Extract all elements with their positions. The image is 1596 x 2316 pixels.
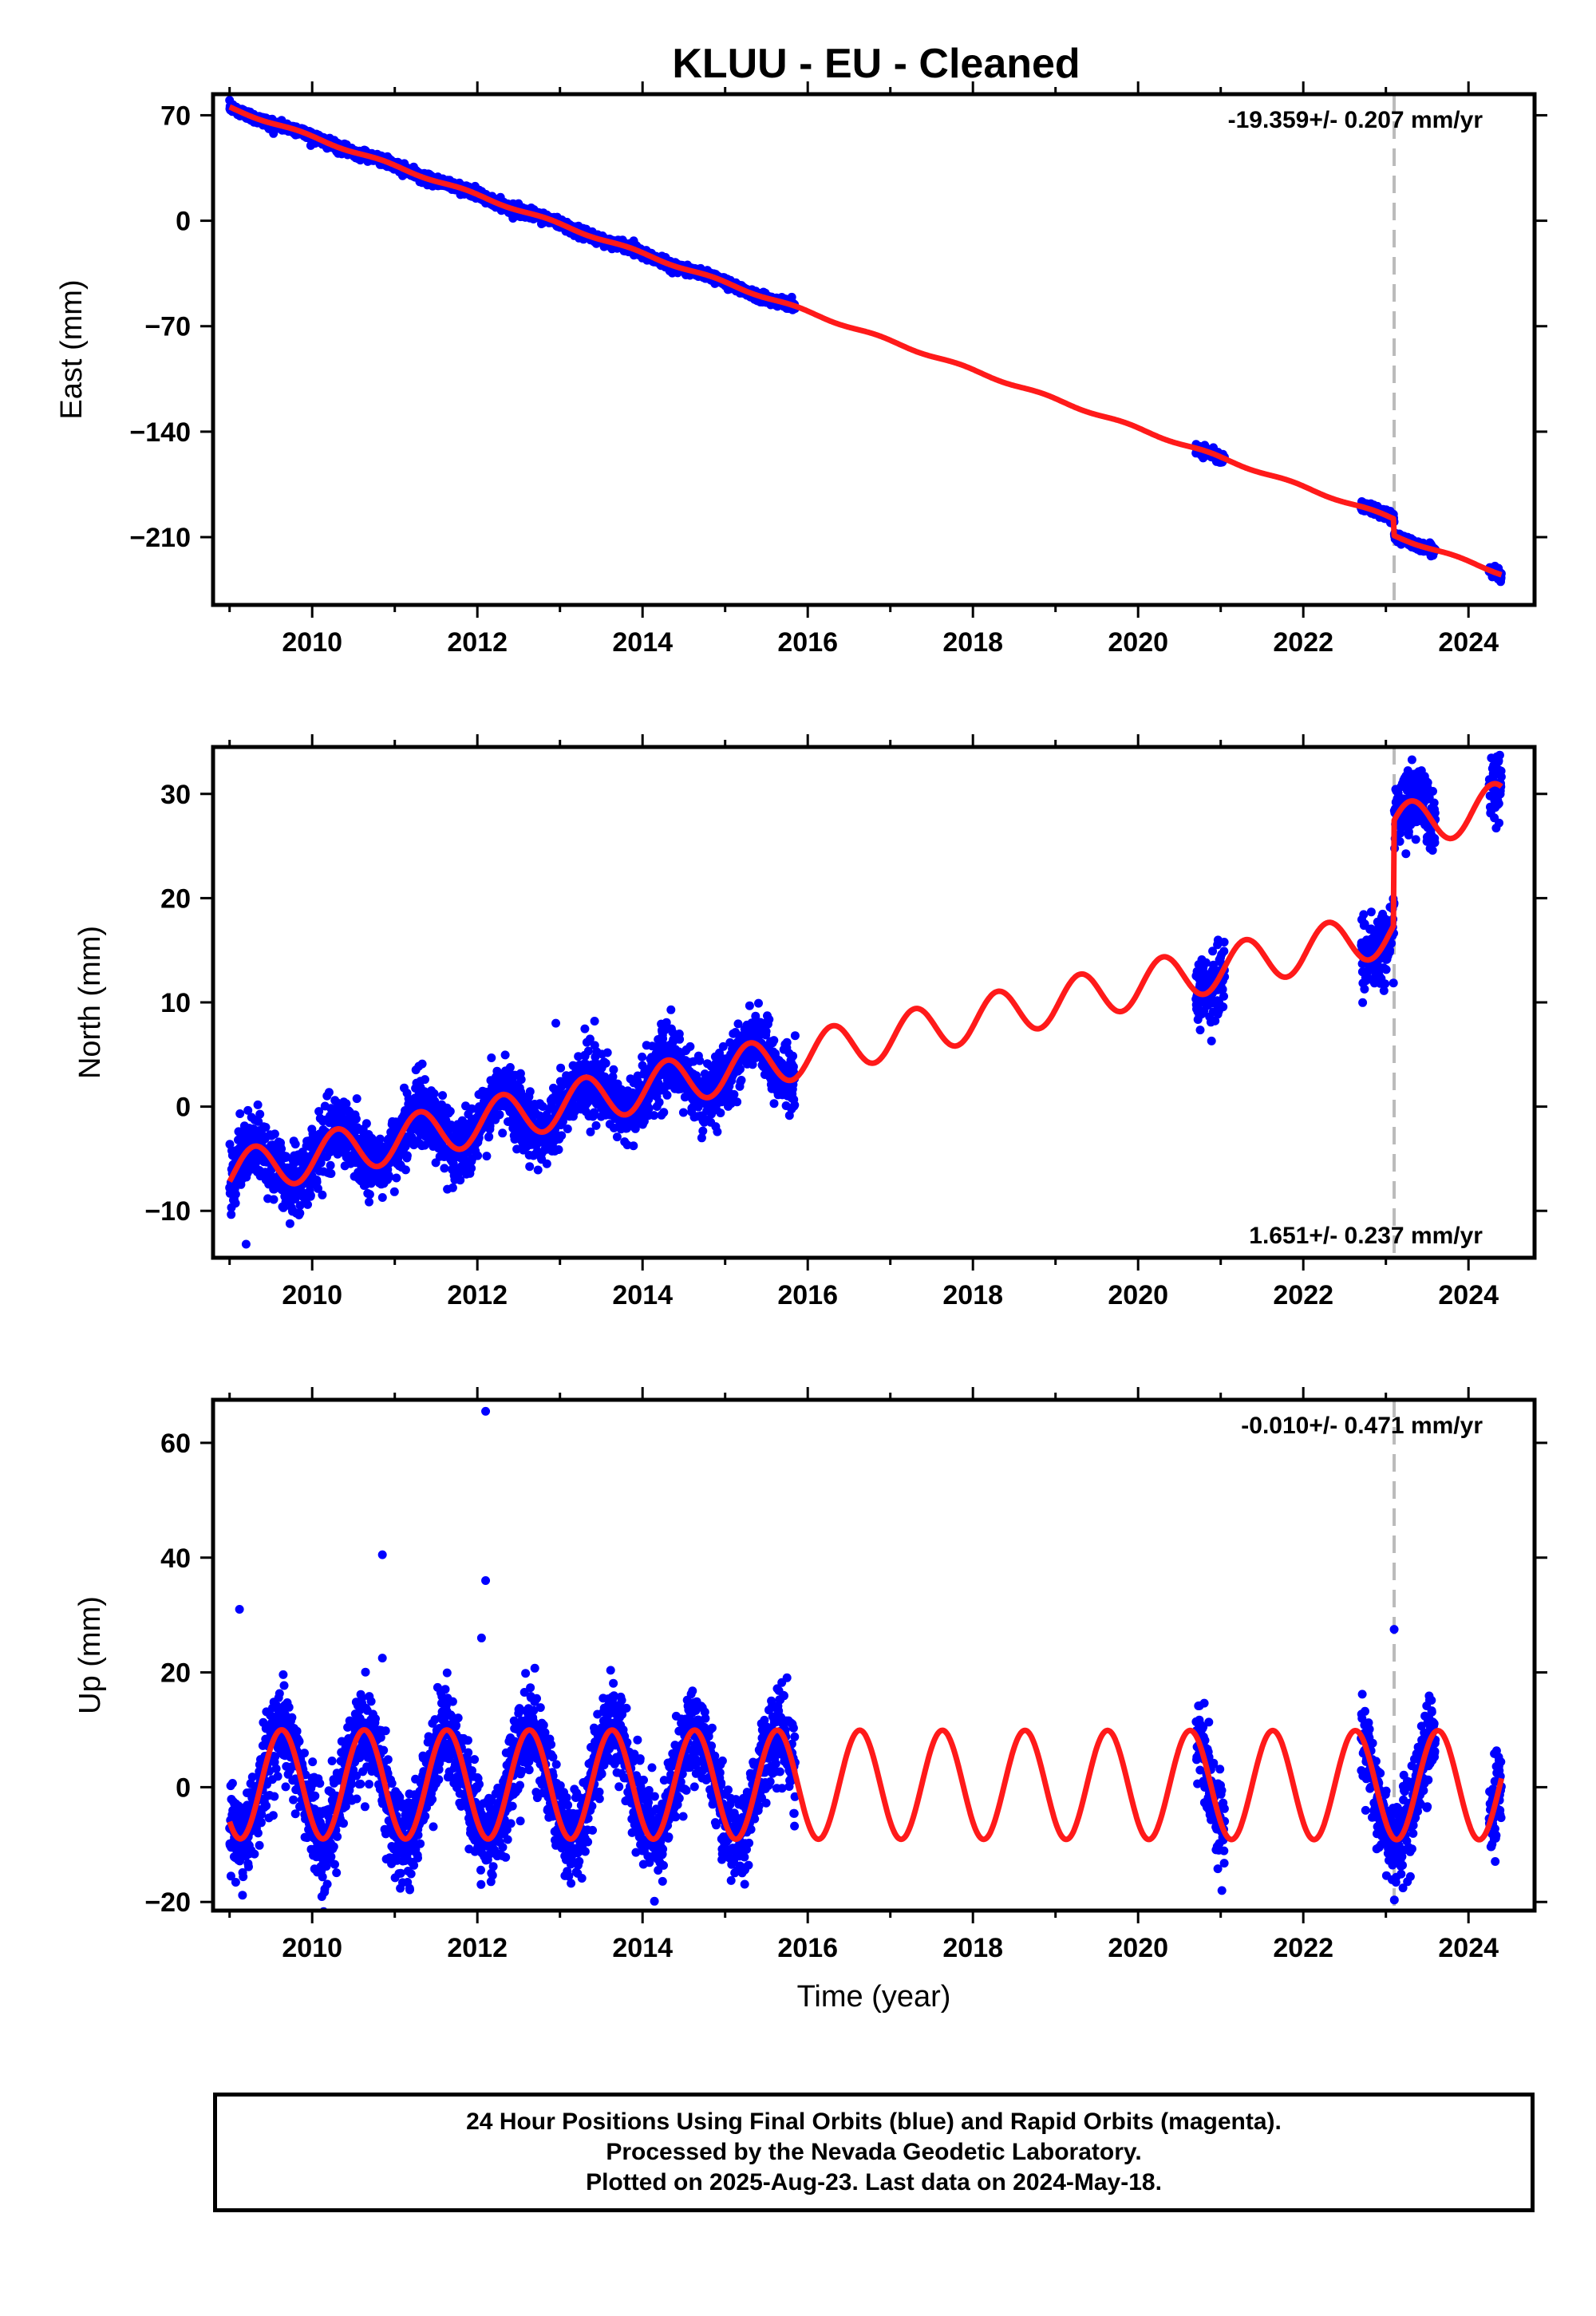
data-points	[225, 750, 1506, 1249]
x-tick-label: 2018	[942, 627, 1003, 658]
data-point	[231, 1199, 240, 1208]
data-point	[253, 1100, 263, 1109]
data-point	[361, 1119, 371, 1128]
data-point	[231, 1189, 240, 1199]
data-point	[557, 1131, 567, 1140]
data-point	[542, 1159, 551, 1168]
data-point	[505, 1063, 515, 1072]
east-panel: 2010 2012 2014 2016 2018 2020 2022 2024 70 0 −70 −1…	[55, 81, 1547, 658]
data-point	[303, 1199, 312, 1209]
y-tick-label: −210	[129, 523, 191, 553]
data-points	[225, 96, 1506, 587]
data-point	[429, 1089, 439, 1098]
data-point	[525, 1162, 535, 1172]
model-curve	[227, 104, 1504, 578]
data-point	[498, 1128, 508, 1138]
data-point	[533, 1165, 543, 1175]
data-point	[365, 1197, 373, 1207]
data-point	[285, 1219, 294, 1228]
y-tick-label: −140	[129, 417, 191, 448]
y-tick-label: −70	[144, 312, 191, 342]
data-point	[318, 1190, 327, 1199]
data-point	[525, 1087, 535, 1097]
data-point	[500, 1050, 510, 1060]
data-point	[255, 1109, 265, 1119]
data-point	[612, 1132, 622, 1142]
data-point	[261, 1123, 271, 1132]
data-point	[392, 1173, 401, 1183]
plot-area	[225, 747, 1506, 1258]
data-point	[601, 1058, 610, 1068]
data-point	[421, 1075, 429, 1085]
data-point	[556, 1063, 566, 1073]
chart-title: KLUU - EU - Cleaned	[672, 41, 1080, 87]
data-point	[590, 1017, 599, 1026]
x-tick-label: 2022	[1273, 627, 1333, 658]
data-point	[290, 1140, 300, 1149]
data-point	[295, 1208, 305, 1218]
data-point	[377, 1193, 387, 1202]
x-tick-label: 2016	[777, 627, 838, 658]
data-point	[352, 1094, 361, 1104]
data-point	[580, 1024, 590, 1034]
data-point	[495, 1110, 504, 1120]
north-panel: 2010 2012 2014 2016 2018 2020 2022 20243020100−…	[73, 734, 1547, 1310]
data-point	[473, 1151, 483, 1160]
x-tick-label: 2010	[282, 627, 342, 658]
y-tick-label: 70	[160, 101, 191, 131]
plot-area	[225, 94, 1506, 605]
data-point	[440, 1164, 449, 1173]
rate-label: -19.359+/- 0.207 mm/yr	[1228, 107, 1483, 133]
data-point	[654, 1097, 664, 1107]
data-point	[401, 1165, 410, 1175]
x-tick-label: 2024	[1438, 627, 1499, 658]
data-point	[554, 1145, 563, 1154]
data-point	[516, 1075, 526, 1085]
x-tick-label: 2012	[447, 627, 508, 658]
data-point	[417, 1059, 427, 1069]
data-point	[351, 1114, 361, 1124]
data-point	[591, 1120, 601, 1130]
data-point	[609, 1065, 618, 1074]
data-point	[487, 1053, 496, 1062]
data-point	[306, 1191, 315, 1200]
data-point	[389, 1187, 399, 1196]
data-point	[644, 1104, 654, 1113]
data-point	[326, 1160, 335, 1170]
data-point	[445, 1107, 455, 1116]
x-tick-label: 2020	[1108, 627, 1168, 658]
data-point	[269, 1195, 279, 1204]
data-point	[482, 1152, 492, 1161]
data-point	[602, 1048, 612, 1057]
data-point	[438, 1091, 448, 1101]
y-tick-label: 0	[176, 207, 191, 237]
data-point	[563, 1124, 572, 1133]
data-point	[629, 1141, 638, 1151]
data-point	[375, 1134, 385, 1144]
data-point	[484, 1132, 494, 1141]
data-point	[402, 1151, 412, 1160]
data-point	[235, 1109, 245, 1118]
y-axis-label: East (mm)	[55, 279, 89, 419]
data-point	[270, 1129, 279, 1139]
data-point	[448, 1183, 457, 1192]
data-point	[638, 1052, 647, 1061]
data-point	[365, 1190, 374, 1199]
x-tick-label: 2014	[612, 627, 673, 658]
data-point	[326, 1169, 336, 1178]
data-point	[324, 1088, 334, 1097]
